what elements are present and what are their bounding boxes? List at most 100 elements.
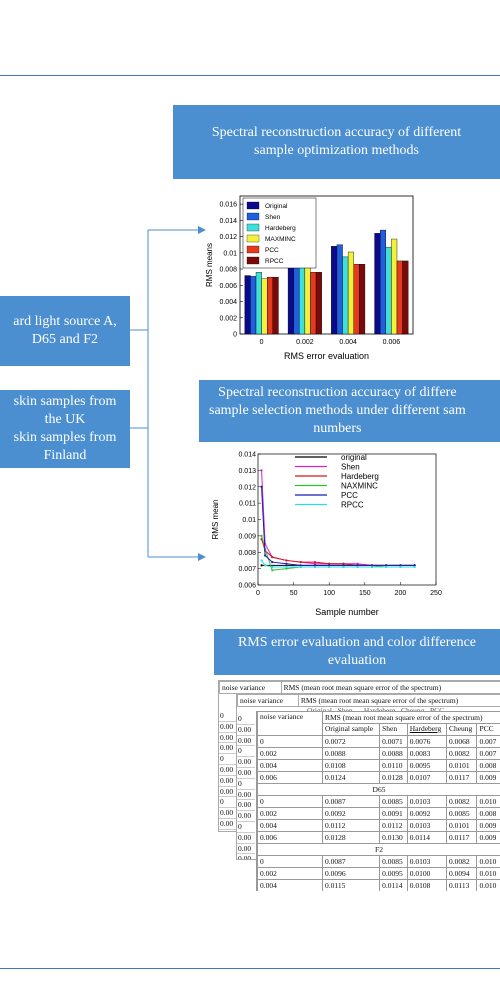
table-cell: 0.002 xyxy=(257,747,323,760)
bar-x-axis-label: RMS error evaluation xyxy=(284,351,369,361)
bar-legend-label: Shen xyxy=(265,214,281,221)
mid-column-cell: 0 xyxy=(237,779,255,790)
bar-y-tick-label: 0 xyxy=(233,332,237,339)
table-cell: 0.0092 xyxy=(321,807,381,820)
back-column-cell: 0.00 xyxy=(219,830,237,831)
back-column-cell: 0 xyxy=(219,754,237,765)
line-y-axis-label: RMS mean xyxy=(211,499,220,539)
mid-column-cell: 0.00 xyxy=(237,833,255,844)
line-point xyxy=(271,569,274,572)
light-source-line: D65 and F2 xyxy=(31,332,99,347)
bar-mark xyxy=(250,276,257,335)
line-x-tick-label: 0 xyxy=(256,590,260,597)
table-cell: 0.010 xyxy=(476,855,500,868)
mid-column-cell: 0 xyxy=(237,822,255,833)
table-row: 0.002 0.0092 0.0091 0.0092 0.0085 0.008 xyxy=(257,807,500,820)
back-column-cell: 0.00 xyxy=(219,808,237,819)
line-x-tick-label: 150 xyxy=(359,590,371,597)
line-y-tick-label: 0.012 xyxy=(238,484,256,491)
table-cell: 0.0117 xyxy=(445,771,478,784)
back-column-cell: 0.00 xyxy=(219,819,237,830)
table-cell: 0.0071 xyxy=(379,735,408,748)
mid-column: 0 0.00 0.00 0 0.00 0.00 0 0.00 0.00 0.00 0 0.00 0.00… xyxy=(237,714,255,859)
line-point xyxy=(328,562,331,565)
table-cell: 0.0107 xyxy=(406,771,447,784)
table-cell: 0.002 xyxy=(257,807,323,820)
bar-y-tick-label: 0.016 xyxy=(219,202,237,209)
table-row: 0 0.0087 0.0085 0.0103 0.0082 0.010 xyxy=(257,855,500,868)
bar-y-tick-label: 0.01 xyxy=(223,250,237,257)
table-cell: 0.0128 xyxy=(321,831,381,844)
mid-column-cell: 0 xyxy=(237,714,255,725)
light-source-line: ard light source A, xyxy=(13,314,117,329)
table-cell: 0.0088 xyxy=(379,747,408,760)
line-y-tick-label: 0.014 xyxy=(238,452,256,459)
bar-legend-label: PCC xyxy=(265,247,279,254)
mid-column-cell: 0.00 xyxy=(237,811,255,822)
bar-mark xyxy=(342,256,349,335)
table-cell: 0.0103 xyxy=(406,819,447,832)
mid-column-cell: 0.00 xyxy=(237,800,255,812)
line-plot-frame xyxy=(257,453,437,586)
table-cell: 0.0068 xyxy=(445,735,478,748)
table-cell: 0.0108 xyxy=(406,879,447,891)
table-cell: 0.0112 xyxy=(379,819,408,832)
line-point xyxy=(264,554,267,557)
mid-column-cell: 0.00 xyxy=(237,790,255,801)
bottom-title-box: RMS error evaluation and color differenc… xyxy=(214,629,500,675)
table-cell: 0.0108 xyxy=(321,759,381,772)
skin-samples-line: skin samples from xyxy=(13,430,117,445)
bar-x-tick-label: 0.002 xyxy=(296,339,314,346)
bar-y-tick-label: 0.014 xyxy=(219,218,237,225)
bar-mark xyxy=(255,272,262,335)
line-point xyxy=(399,564,402,567)
line-legend-label: original xyxy=(341,453,367,462)
back-column-cell: 0 xyxy=(219,797,237,809)
bar-legend-box xyxy=(242,197,317,269)
line-point xyxy=(260,534,263,537)
table-cell: 0.007 xyxy=(476,747,500,760)
line-point xyxy=(313,560,317,564)
back-column-cell: 0.00 xyxy=(219,722,237,733)
table-cell: 0.0091 xyxy=(379,807,408,820)
bar-mark xyxy=(359,263,366,335)
table-row: 0.002 0.0088 0.0088 0.0083 0.0082 0.007 xyxy=(257,747,500,760)
bar-legend-label: Original xyxy=(265,203,288,210)
table-cell: 0.0085 xyxy=(379,795,408,808)
bar-mark xyxy=(261,278,268,335)
table-cell: 0.0112 xyxy=(321,819,381,832)
bar-mark xyxy=(391,238,398,335)
skin-samples-box: skin samples from the UK skin samples fr… xyxy=(0,390,130,468)
line-point xyxy=(328,565,331,569)
top-title-line: Spectral reconstruction accuracy of diff… xyxy=(211,125,462,140)
column-header: Original sample xyxy=(321,723,381,736)
line-point xyxy=(285,565,288,569)
bottom-title-line: RMS error evaluation and color differenc… xyxy=(237,635,477,650)
table-cell: 0.0117 xyxy=(445,831,478,844)
mid-title-line: numbers xyxy=(313,421,362,436)
bar-chart: 0 0.002 0.004 0.006 0.008 0.01 0.012 0.014 0.016… xyxy=(205,195,414,361)
line-chart: 0.006 0.007 0.008 0.009 0.01 0.011 0.012 0.013 0… xyxy=(211,452,442,618)
bar-y-axis-label: RMS means xyxy=(205,243,214,287)
header-noise-variance: noise variance xyxy=(257,711,323,736)
table-cell: 0.008 xyxy=(476,807,500,820)
table-cell: 0.010 xyxy=(476,867,500,880)
table-cell: 0.0130 xyxy=(379,831,408,844)
mid-header-rms: RMS (mean root mean square error of the … xyxy=(297,694,500,707)
table-cell: 0 xyxy=(257,795,323,808)
table-cell: 0.009 xyxy=(476,831,500,844)
top-title-box: Spectral reconstruction accuracy of diff… xyxy=(173,105,500,179)
table-row: 0 0.0072 0.0071 0.0076 0.0068 0.007 xyxy=(257,735,500,748)
bar-legend-swatch xyxy=(246,256,260,265)
skin-samples-line: skin samples from xyxy=(13,394,117,409)
bar-legend-swatch xyxy=(246,245,260,254)
bar-legend-swatch xyxy=(246,234,260,243)
line-point xyxy=(342,565,345,569)
table-row: 0.004 0.0108 0.0110 0.0095 0.0101 0.008 xyxy=(257,759,500,772)
table-cell: 0 xyxy=(257,855,323,868)
table-cell: 0.0085 xyxy=(445,807,478,820)
line-point xyxy=(356,562,359,565)
line-point xyxy=(285,559,288,562)
table-row: 0.006 0.0124 0.0128 0.0107 0.0117 0.009 xyxy=(257,771,500,784)
